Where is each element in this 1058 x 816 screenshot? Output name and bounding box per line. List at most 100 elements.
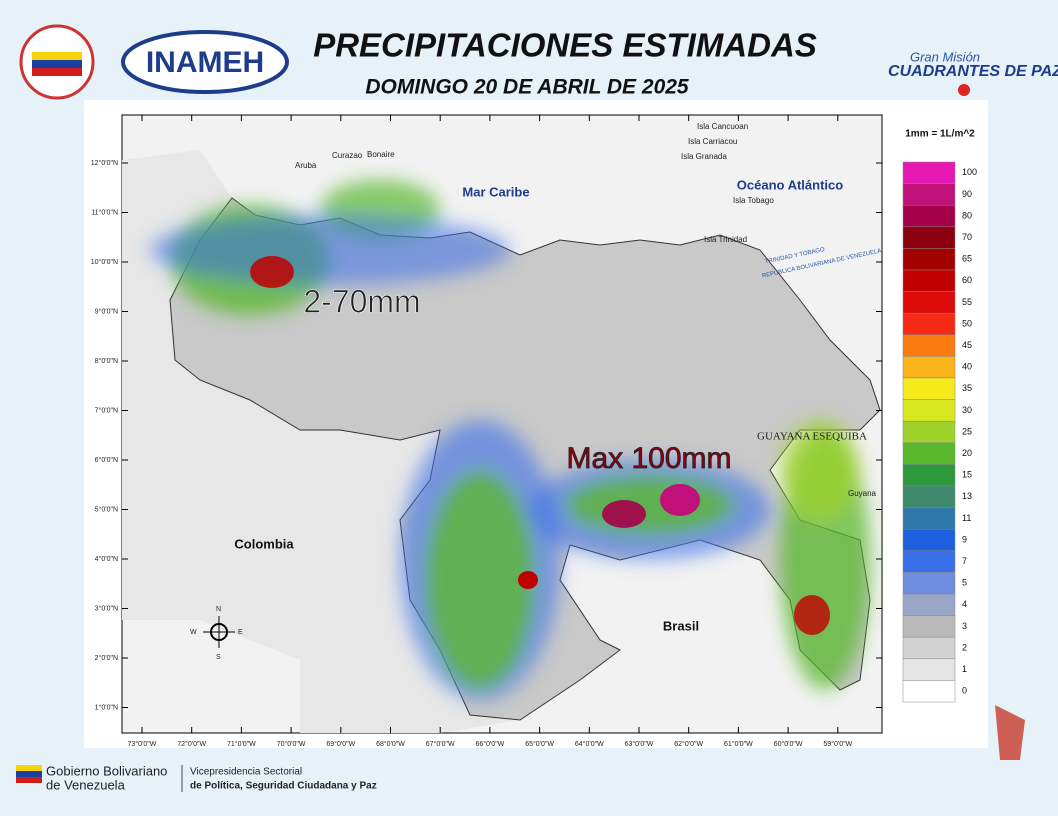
emblem [995, 705, 1025, 760]
legend-swatch [902, 183, 956, 206]
rain [660, 484, 700, 516]
place-labels: Mar Caribe Océano Atlántico Colombia Bra… [234, 177, 843, 633]
legend-swatch [902, 248, 956, 271]
legend-swatch [902, 312, 956, 336]
legend-label: 40 [962, 362, 972, 372]
legend-swatch [902, 550, 956, 573]
colombia-land [122, 150, 520, 733]
legend-swatch [902, 615, 956, 638]
lon-label: 63°0'0"W [625, 740, 654, 748]
legend-swatch [902, 507, 956, 530]
lat-label: 5°0'0"N [95, 505, 118, 513]
legend-label: 11 [962, 513, 971, 523]
legend-label: 70 [962, 232, 972, 242]
legend-label: 15 [962, 470, 972, 480]
title: PRECIPITACIONES ESTIMADAS [313, 27, 817, 64]
legend-label: 9 [962, 534, 967, 544]
legend-label: 0 [962, 686, 967, 696]
lat-label: 10°0'0"N [91, 258, 118, 266]
lon-label: 65°0'0"W [525, 740, 554, 748]
legend-swatch [902, 204, 956, 228]
region-label: GUAYANA ESEQUIBA [757, 431, 867, 443]
island-label: Curazao [332, 151, 363, 160]
lon-label: 73°0'0"W [128, 740, 157, 748]
rain [780, 420, 860, 520]
legend-swatch [902, 377, 956, 400]
legend-swatch [902, 528, 956, 552]
island-label: Isla Granada [681, 152, 727, 161]
country-label: Guyana [848, 489, 877, 498]
lon-label: 68°0'0"W [376, 740, 405, 748]
flag-stripe [32, 60, 82, 68]
lat-label: 12°0'0"N [91, 159, 118, 167]
lon-label: 71°0'0"W [227, 740, 256, 748]
legend-swatch [902, 485, 956, 508]
legend: 1009080706560555045403530252015131197543… [902, 161, 977, 703]
legend-label: 13 [962, 491, 972, 501]
lon-label: 69°0'0"W [326, 740, 355, 748]
legend-swatch [902, 399, 956, 422]
rain [425, 470, 535, 690]
legend-swatch [902, 636, 956, 660]
island-label: Isla Trinidad [704, 235, 747, 244]
flag-stripe [16, 765, 42, 771]
rain [518, 571, 538, 589]
lon-label: 66°0'0"W [475, 740, 504, 748]
partner-bottom: CUADRANTES DE PAZ [888, 63, 1058, 80]
legend-swatch [902, 593, 956, 616]
legend-swatch [902, 572, 956, 595]
lat-label: 9°0'0"N [95, 307, 118, 315]
legend-label: 50 [962, 318, 972, 328]
country-label: Colombia [234, 536, 294, 551]
rain [250, 256, 294, 288]
flag-stripe [16, 777, 42, 783]
legend-swatch [902, 269, 956, 292]
lat-label: 1°0'0"N [95, 703, 118, 711]
graticule: 12°0'0"N 11°0'0"N 10°0'0"N 9°0'0"N 8°0'0"N 7°… [91, 115, 882, 748]
legend-swatch [902, 226, 956, 249]
flag-stripe [32, 52, 82, 60]
legend-label: 1 [962, 664, 967, 674]
legend-label: 5 [962, 578, 967, 588]
rain [794, 595, 830, 635]
unit: 1mm = 1L/m^2 [905, 129, 975, 140]
legend-swatch [902, 420, 956, 444]
lon-label: 72°0'0"W [177, 740, 206, 748]
legend-label: 65 [962, 254, 972, 264]
island-label: Aruba [295, 161, 317, 170]
compass: N S E W [190, 606, 243, 661]
sea-label: Mar Caribe [462, 184, 529, 199]
legend-label: 4 [962, 599, 967, 609]
lon-label: 59°0'0"W [823, 740, 852, 748]
lon-label: 61°0'0"W [724, 740, 753, 748]
legend-label: 45 [962, 340, 972, 350]
legend-label: 90 [962, 189, 972, 199]
subtitle: DOMINGO 20 DE ABRIL DE 2025 [365, 76, 689, 99]
ocean-label: Océano Atlántico [737, 177, 843, 192]
rain [150, 215, 510, 285]
rain [602, 500, 646, 528]
island-label: Isla Tobago [733, 196, 774, 205]
lon-label: 64°0'0"W [575, 740, 604, 748]
island-label: Isla Carriacou [688, 137, 737, 146]
lat-label: 2°0'0"N [95, 654, 118, 662]
flag-stripe [16, 771, 42, 777]
lon-label: 70°0'0"W [277, 740, 306, 748]
flag-stripe [32, 68, 82, 76]
footer-vice: de Política, Seguridad Ciudadana y Paz [190, 781, 377, 792]
legend-label: 100 [962, 167, 977, 177]
lat-label: 4°0'0"N [95, 555, 118, 563]
lat-label: 8°0'0"N [95, 357, 118, 365]
legend-label: 30 [962, 405, 972, 415]
island-label: Isla Cancuoan [697, 122, 748, 131]
legend-label: 35 [962, 383, 972, 393]
inameh-logo [121, 30, 289, 94]
footer-vice: Vicepresidencia Sectorial [190, 767, 302, 778]
country-label: Brasil [663, 618, 699, 633]
annotation: 2-70mm [303, 283, 420, 319]
legend-swatch [902, 356, 956, 379]
partner-top: Gran Misión [910, 49, 980, 64]
legend-label: 7 [962, 556, 967, 566]
